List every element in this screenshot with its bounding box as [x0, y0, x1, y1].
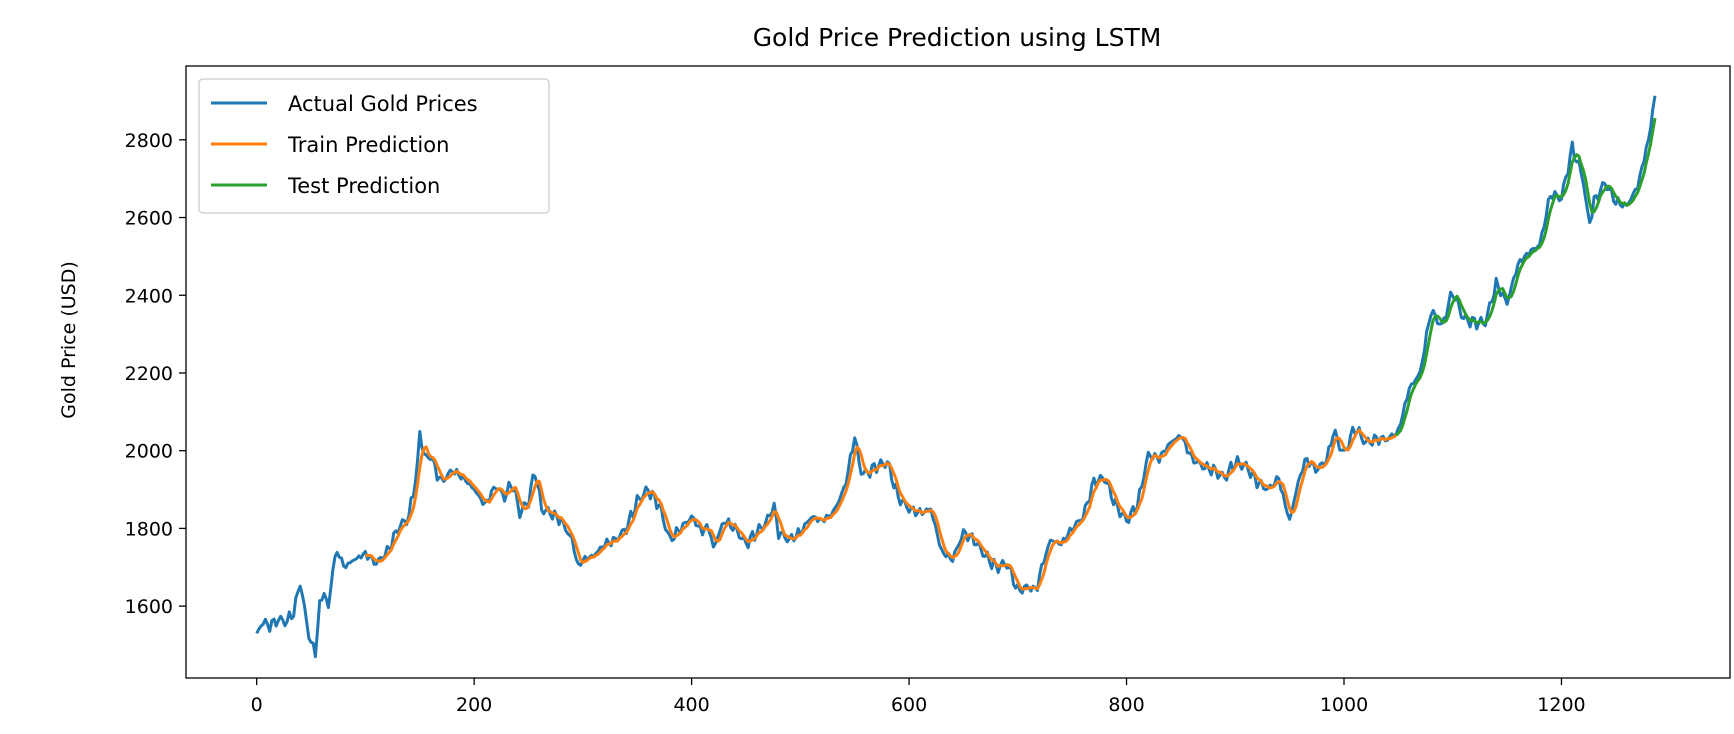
- x-tick-label: 200: [456, 694, 492, 716]
- y-tick-label: 1800: [125, 518, 173, 540]
- x-tick-label: 1200: [1537, 694, 1585, 716]
- series-line-train: [364, 428, 1398, 591]
- plot-frame: [185, 65, 1731, 679]
- legend: Actual Gold Prices Train Prediction Test P…: [198, 78, 550, 214]
- y-tick-label: 2000: [125, 441, 173, 463]
- x-tick-label: 800: [1108, 694, 1144, 716]
- y-tick-label: 1600: [125, 596, 173, 618]
- legend-label-actual: Actual Gold Prices: [288, 92, 478, 116]
- y-tick-label: 2800: [125, 130, 173, 152]
- legend-label-train: Train Prediction: [287, 133, 449, 157]
- x-tick-label: 1000: [1320, 694, 1368, 716]
- chart-title: Gold Price Prediction using LSTM: [753, 23, 1162, 52]
- legend-label-test: Test Prediction: [287, 174, 440, 198]
- y-axis-label: Gold Price (USD): [58, 261, 80, 419]
- x-tick-label: 600: [891, 694, 927, 716]
- y-tick-label: 2600: [125, 208, 173, 230]
- axis-ticks: 0 200 400 600 800 1000 1200 1600 1800 2000 2200 240…: [125, 130, 1586, 716]
- x-tick-label: 400: [673, 694, 709, 716]
- y-tick-label: 2200: [125, 363, 173, 385]
- x-tick-label: 0: [251, 694, 263, 716]
- series-line-test: [1395, 117, 1657, 437]
- y-tick-label: 2400: [125, 285, 173, 307]
- legend-box: [198, 78, 550, 214]
